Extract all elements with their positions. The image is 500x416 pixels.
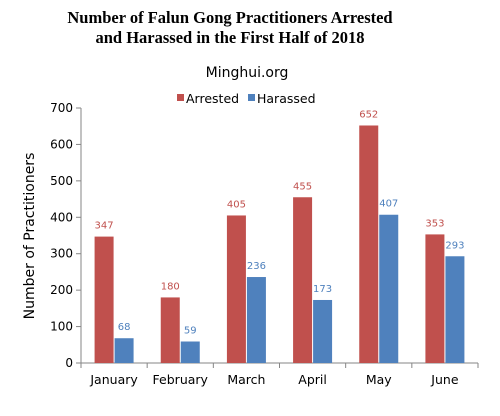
bars [94,125,465,363]
y-tick-label: 700 [50,101,73,115]
data-label-harassed: 68 [118,322,131,333]
x-tick-label: January [89,372,138,387]
y-tick-label: 500 [50,174,73,188]
y-tick-label: 0 [65,356,73,370]
chart-subtitle: Minghui.org [206,65,289,81]
x-tick-label: May [366,372,392,387]
x-tick-label: February [153,372,209,387]
bar-harassed [114,338,134,363]
bar-harassed [445,256,465,363]
y-tick-label: 300 [50,247,73,261]
bar-arrested [226,215,246,363]
legend-swatch-harassed [248,94,255,101]
bar-harassed [180,341,200,363]
chart-title-line-2: and Harassed in the First Half of 2018 [95,28,364,47]
x-tick-label: June [430,372,459,387]
axes: 0 100 200 300 400 500 600 700 January February Mar… [50,101,479,387]
y-tick-label: 600 [50,137,73,151]
x-tick-label: March [227,372,265,387]
bar-arrested [425,234,445,363]
legend: Arrested Harassed [177,91,316,106]
data-label-arrested: 353 [425,218,444,229]
data-label-harassed: 407 [379,199,398,210]
data-label-arrested: 347 [95,221,114,232]
data-label-harassed: 59 [184,326,197,337]
y-tick-label: 100 [50,320,73,334]
bar-harassed [379,214,399,363]
data-label-harassed: 173 [313,284,332,295]
bar-arrested [293,197,313,363]
data-label-harassed: 293 [445,240,464,251]
data-label-arrested: 652 [359,109,378,120]
x-tick-label: April [298,372,327,387]
legend-label-harassed: Harassed [257,91,316,106]
y-axis-label: Number of Practitioners [22,153,38,320]
data-label-harassed: 236 [247,261,266,272]
data-label-arrested: 455 [293,181,312,192]
y-tick-label: 400 [50,210,73,224]
bar-arrested [359,125,379,363]
legend-label-arrested: Arrested [186,91,239,106]
y-tick-label: 200 [50,283,73,297]
legend-swatch-arrested [177,94,184,101]
bar-arrested [160,297,180,363]
chart-title-line-1: Number of Falun Gong Practitioners Arres… [67,8,392,27]
data-label-arrested: 405 [227,199,246,210]
data-label-arrested: 180 [161,281,180,292]
bar-harassed [246,277,266,363]
bar-harassed [313,299,333,363]
bar-arrested [94,236,114,363]
